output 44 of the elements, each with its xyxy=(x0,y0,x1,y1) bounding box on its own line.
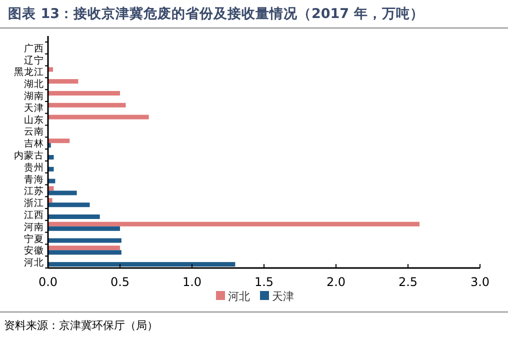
y-tick-label: 江西 xyxy=(24,208,44,221)
bar xyxy=(48,138,70,144)
x-tick-label: 0.5 xyxy=(110,275,130,289)
bar xyxy=(48,250,122,255)
y-tick-label: 贵州 xyxy=(24,161,44,174)
legend-label: 天津 xyxy=(272,290,294,303)
bar xyxy=(48,222,420,226)
bar xyxy=(48,238,122,243)
bar xyxy=(48,91,120,96)
x-tick-label: 1.0 xyxy=(182,275,202,289)
chart-title: 图表 13：接收京津冀危废的省份及接收量情况（2017 年，万吨） xyxy=(8,5,424,22)
y-tick-label: 湖北 xyxy=(24,78,44,90)
bar xyxy=(48,190,77,196)
x-tick-label: 2.0 xyxy=(326,275,346,289)
y-tick-label: 湖南 xyxy=(24,90,44,102)
bar xyxy=(48,262,236,267)
y-tick-label: 天津 xyxy=(24,102,44,114)
y-tick-label: 内蒙古 xyxy=(14,150,44,162)
y-tick-label: 安徽 xyxy=(24,244,44,257)
y-tick-label: 辽宁 xyxy=(24,54,44,66)
x-tick-label: 3.0 xyxy=(470,275,490,289)
text: 资料来源：京津冀环保厅（局） xyxy=(4,319,158,332)
y-tick-label: 河南 xyxy=(24,220,44,233)
bar xyxy=(48,246,120,250)
y-tick-label: 江苏 xyxy=(24,185,44,198)
bar xyxy=(48,114,149,120)
y-tick-label: 宁夏 xyxy=(24,232,44,245)
y-tick-label: 黑龙江 xyxy=(14,66,44,78)
y-tick-label: 青海 xyxy=(24,173,44,186)
y-tick-label: 山东 xyxy=(24,114,44,126)
bar xyxy=(48,79,78,84)
bar xyxy=(48,226,120,231)
bar xyxy=(48,214,100,219)
y-tick-label: 广西 xyxy=(24,42,44,54)
y-tick-label: 吉林 xyxy=(24,138,44,150)
legend-label: 河北 xyxy=(228,290,250,303)
x-tick-label: 0.0 xyxy=(38,275,58,289)
bar xyxy=(48,102,126,108)
y-tick-label: 云南 xyxy=(24,126,44,138)
x-tick-label: 1.5 xyxy=(254,275,274,289)
x-tick-label: 2.5 xyxy=(398,275,418,289)
y-tick-label: 浙江 xyxy=(24,197,44,210)
y-tick-label: 河北 xyxy=(24,256,44,269)
bar xyxy=(48,202,90,208)
